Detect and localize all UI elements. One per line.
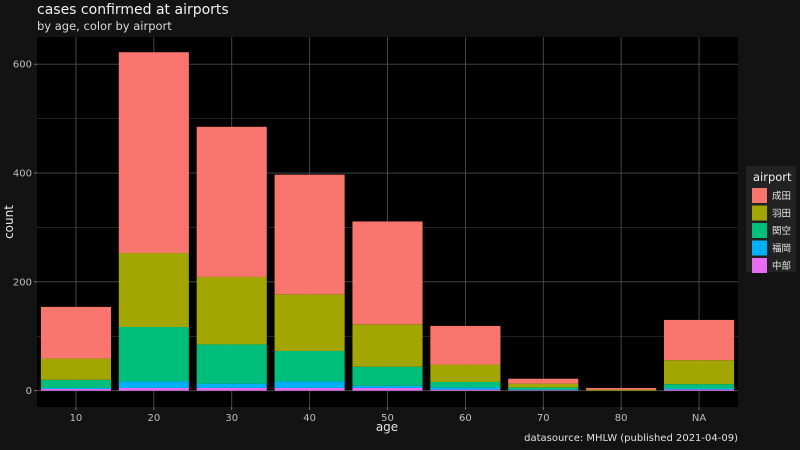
bar-segment — [430, 387, 501, 390]
legend-swatch — [752, 205, 767, 221]
bar-segment — [196, 383, 267, 388]
y-tick-label: 200 — [13, 277, 32, 288]
series-羽田 — [40, 253, 735, 391]
bar-segment — [430, 389, 501, 391]
x-tick-label: NA — [692, 413, 706, 424]
bar-segment — [274, 174, 345, 295]
bar-segment — [508, 378, 579, 384]
x-tick-label: 70 — [537, 413, 550, 424]
bar-segment — [274, 381, 345, 388]
chart-caption: datasource: MHLW (published 2021-04-09) — [524, 433, 738, 444]
chart-title: cases confirmed at airports — [37, 2, 229, 18]
bar-segment — [664, 360, 735, 385]
bar-segment — [586, 387, 657, 390]
bar-segment — [40, 379, 111, 388]
y-axis-ticks: 0 200 400 600 — [13, 60, 37, 397]
bar-segment — [352, 366, 423, 386]
bar-series-group — [40, 52, 735, 391]
bar-segment — [508, 387, 579, 390]
legend-label: 関空 — [772, 225, 791, 237]
bar-segment — [118, 387, 189, 391]
x-tick-label: 10 — [70, 413, 83, 424]
bar-segment — [196, 387, 267, 391]
bar-segment — [352, 385, 423, 388]
x-axis-ticks: 10 20 30 40 50 60 70 80 NA — [70, 407, 706, 424]
x-tick-label: 60 — [459, 413, 472, 424]
x-axis-label: age — [376, 420, 398, 434]
bar-segment — [430, 381, 501, 388]
bar-segment — [274, 387, 345, 391]
bar-segment — [664, 319, 735, 361]
y-tick-label: 400 — [13, 169, 32, 180]
bar-segment — [430, 325, 501, 365]
bar-segment — [430, 364, 501, 382]
legend-item: 成田 — [752, 188, 791, 203]
legend-label: 中部 — [772, 260, 791, 272]
bar-segment — [196, 276, 267, 345]
legend-swatch — [752, 240, 767, 256]
legend-item: 福岡 — [752, 240, 791, 256]
bar-segment — [118, 327, 189, 382]
bar-segment — [352, 221, 423, 325]
legend-label: 福岡 — [772, 243, 791, 255]
bar-segment — [664, 384, 735, 389]
x-tick-label: 40 — [303, 413, 316, 424]
legend-swatch — [752, 258, 767, 273]
bar-segment — [196, 344, 267, 384]
legend-swatch — [752, 188, 767, 203]
bar-segment — [664, 389, 735, 391]
bar-segment — [586, 389, 657, 391]
bar-segment — [118, 381, 189, 388]
bar-segment — [274, 294, 345, 351]
series-中部 — [40, 387, 735, 391]
bar-segment — [274, 350, 345, 382]
bar-segment — [40, 358, 111, 380]
legend-label: 羽田 — [772, 209, 791, 220]
series-成田 — [40, 52, 735, 390]
x-tick-label: 80 — [615, 413, 628, 424]
bar-segment — [196, 126, 267, 277]
bar-segment — [352, 324, 423, 367]
bar-segment — [118, 52, 189, 254]
bar-segment — [118, 253, 189, 328]
legend-swatch — [752, 223, 767, 238]
legend-item: 関空 — [752, 223, 791, 238]
y-tick-label: 0 — [26, 386, 32, 397]
legend-item: 羽田 — [752, 205, 791, 221]
x-tick-label: 20 — [147, 413, 160, 424]
bar-segment — [508, 383, 579, 388]
bar-segment — [508, 390, 579, 391]
y-axis-label: count — [2, 205, 16, 239]
bar-segment — [352, 387, 423, 391]
legend-title: airport — [753, 170, 792, 184]
chart-subtitle: by age, color by airport — [37, 19, 172, 33]
bar-segment — [40, 306, 111, 359]
series-関空 — [40, 327, 735, 390]
legend-label: 成田 — [772, 190, 791, 202]
bar-segment — [508, 389, 579, 391]
x-tick-label: 30 — [225, 413, 238, 424]
x-tick-label: 50 — [381, 413, 394, 424]
bar-segment — [40, 389, 111, 391]
legend-item: 中部 — [752, 258, 791, 273]
bar-segment — [664, 388, 735, 390]
y-tick-label: 600 — [13, 60, 32, 71]
series-福岡 — [40, 381, 735, 391]
bar-segment — [40, 387, 111, 390]
